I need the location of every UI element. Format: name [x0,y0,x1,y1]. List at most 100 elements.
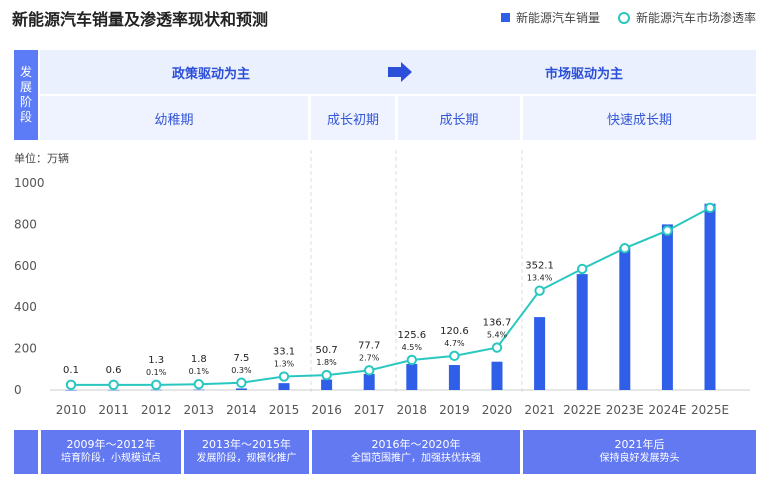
penetration-point [278,371,290,382]
sales-bar [108,389,120,391]
penetration-point [108,379,119,391]
penetration-data-label: 5.4% [487,331,508,340]
sales-data-label: 1.8 [191,354,207,365]
sales-bar [704,203,716,390]
phase-infant: 幼稚期 [40,96,308,140]
sales-data-label: 120.6 [440,326,469,337]
x-tick-label: 2020 [482,403,513,417]
phase-early-growth: 成长初期 [311,96,395,140]
penetration-point [321,369,332,381]
y-tick-label: 600 [14,259,37,273]
sales-bar [235,388,247,390]
penetration-point [364,365,375,376]
y-tick-label: 400 [14,300,37,314]
timeline-years: 2016年～2020年 [371,438,461,451]
sales-data-label: 125.6 [397,330,426,341]
chart-title: 新能源汽车销量及渗透率现状和预测 [12,10,269,29]
x-tick-label: 2010 [56,403,87,417]
sales-data-label: 1.3 [148,355,164,366]
sales-bar [321,379,333,390]
timeline-cell-2013: 2013年～2015年 发展阶段，规模化推广 [184,430,309,474]
penetration-data-label: 13.4% [527,274,553,283]
penetration-data-label: 2.7% [359,353,380,362]
x-tick-label: 2012 [141,403,172,417]
penetration-data-label: 1.8% [316,358,337,367]
penetration-line [71,206,711,386]
sales-data-label: 352.1 [525,261,554,272]
penetration-data-label: 1.3% [274,360,295,369]
sales-bar [406,364,418,390]
stage-header-char: 段 [19,110,32,124]
sales-data-label: 136.7 [483,318,512,329]
y-tick-label: 0 [14,383,22,397]
timeline-years: 2009年～2012年 [66,438,156,451]
penetration-point [236,377,247,388]
sales-data-label: 7.5 [233,353,249,364]
penetration-point [704,202,716,214]
phase-rapid-growth: 快速成长期 [523,96,756,140]
y-tick-label: 1000 [14,176,45,190]
x-tick-label: 2017 [354,403,385,417]
legend-penetration-label: 新能源汽车市场渗透率 [635,11,756,25]
sales-data-label: 77.7 [358,340,380,351]
sales-bar [65,389,77,391]
sales-bar [661,224,673,390]
x-tick-label: 2013 [184,403,215,417]
sales-bar [491,361,503,390]
driver-row: 政策驱动为主 市场驱动为主 [40,50,756,94]
sales-bar [534,317,546,390]
legend-item-sales: 新能源汽车销量 [500,9,600,26]
penetration-point [491,342,503,353]
y-tick-label: 200 [14,342,37,356]
penetration-data-label: 0.1% [189,367,210,376]
timeline-header-cell [14,430,38,474]
x-tick-label: 2014 [226,403,257,417]
legend-item-penetration: 新能源汽车市场渗透率 [617,9,756,26]
y-tick-label: 800 [14,217,37,231]
x-tick-label: 2025E [691,403,729,417]
timeline-cell-2016: 2016年～2020年 全国范围推广，加强扶优扶强 [312,430,520,474]
sales-data-label: 33.1 [273,347,295,358]
timeline-years: 2013年～2015年 [202,438,291,451]
x-tick-label: 2011 [98,403,129,417]
sales-data-label: 0.1 [63,365,79,376]
legend-bar-swatch [500,13,510,22]
policy-timeline: 2009年～2012年 培育阶段，小规模试点 2013年～2015年 发展阶段，… [14,430,756,474]
phase-growth: 成长期 [398,96,520,140]
timeline-years: 2021年后 [614,438,665,451]
x-tick-label: 2022E [563,403,601,417]
x-tick-label: 2023E [606,403,644,417]
penetration-point [406,354,417,366]
arrow-right-icon [388,62,412,82]
sales-bar [619,247,631,390]
timeline-desc: 培育阶段，小规模试点 [61,453,161,464]
penetration-data-label: 0.3% [231,366,252,375]
sales-bar [363,373,375,390]
penetration-point [619,243,630,254]
legend-sales-label: 新能源汽车销量 [515,11,600,25]
penetration-point [662,225,673,236]
phase-row: 幼稚期 成长初期 成长期 快速成长期 [40,96,756,140]
penetration-point [151,379,162,391]
timeline-cell-2021: 2021年后 保持良好发展势头 [523,430,756,474]
sales-data-label: 50.7 [315,345,337,356]
x-tick-label: 2016 [311,403,342,417]
timeline-cell-2009: 2009年～2012年 培育阶段，小规模试点 [41,430,181,474]
legend: 新能源汽车销量 新能源汽车市场渗透率 [500,9,756,26]
penetration-point [65,379,77,391]
penetration-point [193,379,205,390]
timeline-desc: 发展阶段，规模化推广 [196,453,297,464]
timeline-desc: 全国范围推广，加强扶优扶强 [351,453,481,464]
sales-chart: 0 200 400 600 800 1000 2010 2011 2012 2013 2014 201… [14,150,750,417]
sales-data-label: 0.6 [106,365,122,376]
x-tick-label: 2015 [269,403,300,417]
sales-bar [576,274,588,390]
unit-label: 单位：万辆 [14,152,69,165]
sales-bar [193,389,205,391]
sales-bar [278,383,290,390]
stage-header-char: 发 [19,65,32,79]
policy-driven-label: 政策驱动为主 [172,66,251,82]
stage-header: 发 展 阶 段 [14,50,38,140]
penetration-data-label: 4.5% [402,343,423,352]
x-tick-label: 2019 [439,403,470,417]
